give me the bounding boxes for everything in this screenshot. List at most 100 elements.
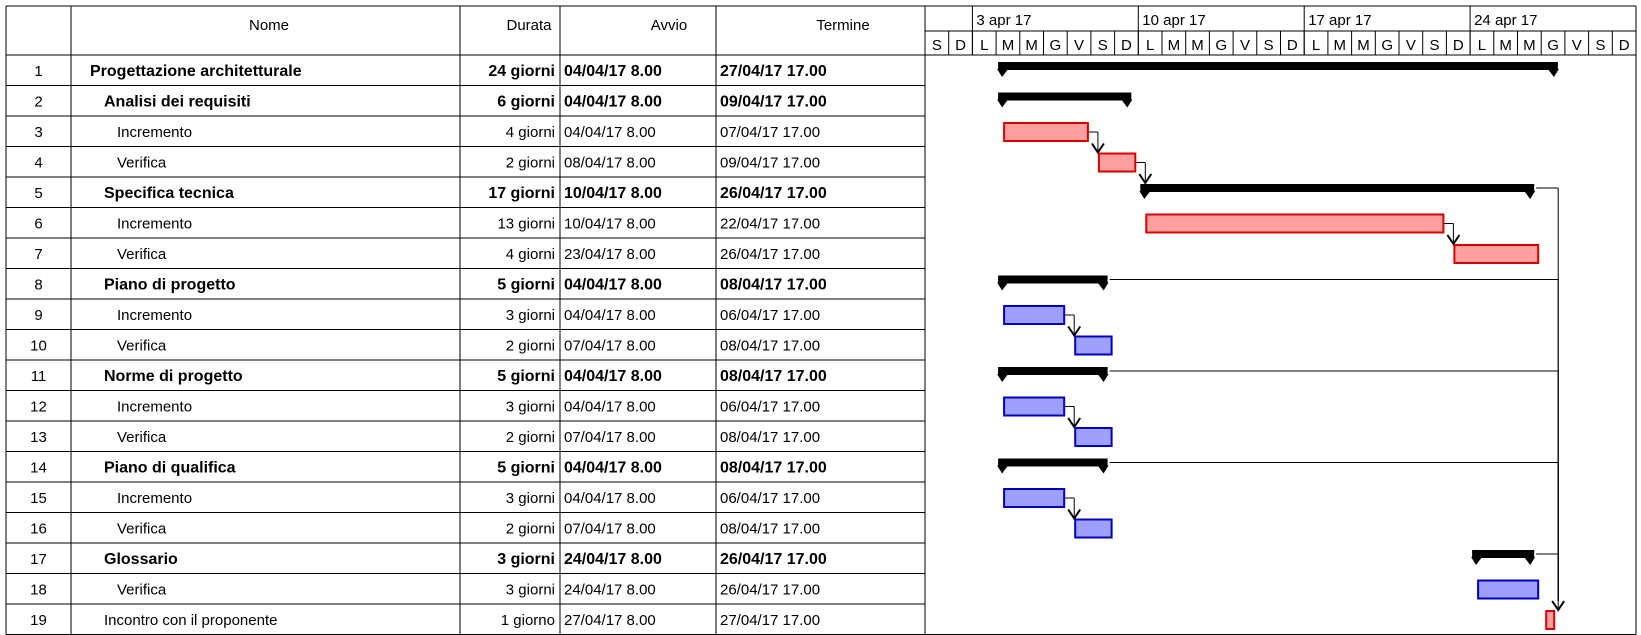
task-bar	[1003, 396, 1066, 417]
day-label: D	[1619, 37, 1630, 54]
row-number: 4	[34, 155, 42, 172]
summary-bar-end-cap	[1121, 99, 1133, 108]
task-name: Incremento	[117, 124, 192, 141]
task-name: Incremento	[117, 307, 192, 324]
row-number: 1	[34, 63, 42, 80]
task-duration: 5 giorni	[497, 368, 555, 385]
summary-bar	[1140, 184, 1535, 192]
day-label: M	[1499, 37, 1512, 54]
link-arrowhead	[1446, 234, 1461, 246]
task-end: 06/04/17 17.00	[720, 399, 820, 416]
task-bar	[1074, 427, 1113, 447]
task-start: 23/04/17 8.00	[564, 246, 656, 263]
task-end: 06/04/17 17.00	[720, 490, 820, 507]
row-number: 18	[30, 582, 47, 599]
week-label: 24 apr 17	[1474, 12, 1537, 29]
summary-bar-end-cap	[1524, 191, 1536, 199]
task-bar	[1003, 488, 1066, 508]
row-number: 16	[30, 521, 47, 538]
row-number: 6	[34, 216, 42, 233]
header-name: Nome	[249, 17, 289, 34]
summary-bar	[1472, 550, 1535, 558]
task-name: Analisi dei requisiti	[104, 94, 251, 111]
task-start: 24/04/17 8.00	[564, 582, 656, 599]
day-label: D	[1287, 37, 1298, 54]
day-label: V	[1572, 37, 1582, 54]
day-label: M	[1002, 37, 1015, 54]
summary-bar-start-cap	[997, 69, 1009, 77]
task-duration: 1 giorno	[501, 612, 555, 629]
row-number: 14	[30, 460, 47, 477]
day-label: V	[1406, 37, 1416, 54]
summary-bar	[998, 275, 1108, 284]
task-start: 24/04/17 8.00	[564, 551, 662, 568]
task-bar	[1074, 335, 1113, 356]
task-name: Verifica	[117, 582, 167, 599]
task-name: Verifica	[117, 246, 167, 263]
row-number: 19	[30, 612, 47, 629]
day-label: M	[1357, 37, 1370, 54]
task-start: 04/04/17 8.00	[564, 63, 662, 80]
summary-bar-start-cap	[1471, 557, 1483, 565]
task-end: 09/04/17 17.00	[720, 155, 820, 172]
header-duration: Durata	[506, 17, 552, 34]
task-end: 09/04/17 17.00	[720, 94, 827, 111]
day-label: L	[1146, 37, 1154, 54]
task-duration: 6 giorni	[497, 94, 555, 111]
task-name: Incremento	[117, 399, 192, 416]
task-bar	[1545, 610, 1556, 630]
summary-bar-end-cap	[1097, 465, 1109, 474]
task-end: 08/04/17 17.00	[720, 460, 827, 477]
task-start: 04/04/17 8.00	[564, 490, 656, 507]
row-number: 7	[34, 246, 42, 263]
task-end: 27/04/17 17.00	[720, 612, 820, 629]
row-number: 13	[30, 429, 47, 446]
task-duration: 2 giorni	[506, 521, 555, 538]
task-duration: 3 giorni	[506, 307, 555, 324]
task-start: 04/04/17 8.00	[564, 399, 656, 416]
task-name: Verifica	[117, 155, 167, 172]
link-arrowhead	[1551, 600, 1566, 612]
task-start: 04/04/17 8.00	[564, 94, 662, 111]
day-label: D	[1453, 37, 1464, 54]
task-start: 07/04/17 8.00	[564, 521, 656, 538]
task-name: Incremento	[117, 216, 192, 233]
row-number: 12	[30, 399, 47, 416]
task-bar	[1003, 122, 1089, 142]
summary-bar	[998, 458, 1108, 467]
task-end: 08/04/17 17.00	[720, 429, 820, 446]
task-start: 27/04/17 8.00	[564, 612, 656, 629]
day-label: L	[1312, 37, 1320, 54]
summary-bar-end-cap	[1097, 374, 1109, 382]
task-duration: 3 giorni	[506, 399, 555, 416]
row-number: 15	[30, 490, 47, 507]
task-name: Incontro con il proponente	[104, 612, 277, 629]
day-label: G	[1215, 37, 1227, 54]
day-label: D	[955, 37, 966, 54]
task-duration: 3 giorni	[506, 582, 555, 599]
task-start: 08/04/17 8.00	[564, 155, 656, 172]
summary-bar	[998, 367, 1108, 375]
row-number: 10	[30, 338, 47, 355]
row-number: 11	[31, 368, 47, 385]
day-label: G	[1381, 37, 1393, 54]
day-label: V	[1240, 37, 1250, 54]
task-name: Piano di progetto	[104, 277, 236, 294]
day-label: V	[1074, 37, 1084, 54]
summary-bar	[998, 62, 1558, 70]
task-end: 08/04/17 17.00	[720, 277, 827, 294]
week-label: 17 apr 17	[1308, 12, 1371, 29]
summary-bar-end-cap	[1547, 69, 1559, 77]
row-number: 8	[34, 277, 42, 294]
task-start: 07/04/17 8.00	[564, 429, 656, 446]
task-end: 06/04/17 17.00	[720, 307, 820, 324]
task-duration: 3 giorni	[506, 490, 555, 507]
task-start: 04/04/17 8.00	[564, 460, 662, 477]
summary-bar-start-cap	[997, 282, 1009, 291]
task-end: 08/04/17 17.00	[720, 368, 827, 385]
day-label: L	[1478, 37, 1486, 54]
task-end: 08/04/17 17.00	[720, 338, 820, 355]
day-label: D	[1121, 37, 1132, 54]
task-start: 10/04/17 8.00	[564, 185, 662, 202]
task-end: 26/04/17 17.00	[720, 185, 827, 202]
